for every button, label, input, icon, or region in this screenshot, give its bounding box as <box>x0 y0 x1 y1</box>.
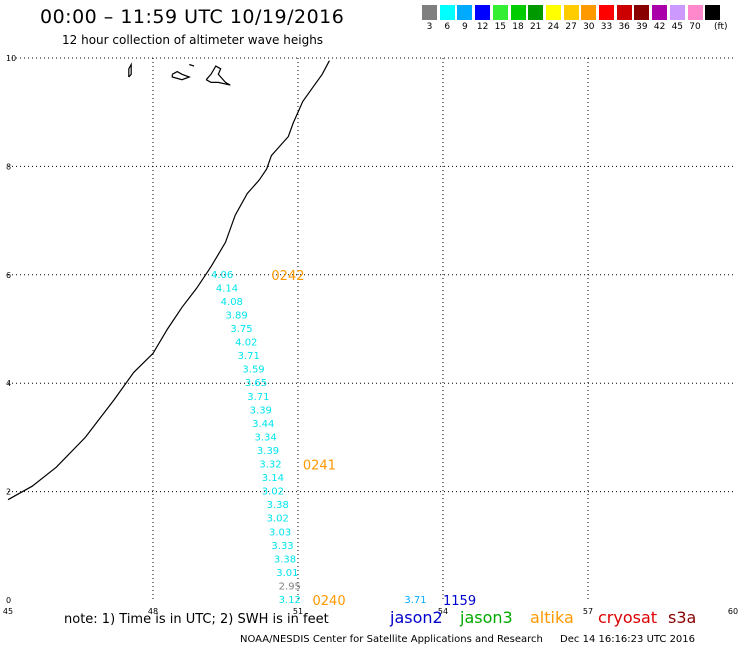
wave-height-reading: 2.95 <box>279 581 301 592</box>
wave-height-reading: 3.38 <box>274 554 296 565</box>
legend-label: 9 <box>462 22 468 32</box>
legend-swatch <box>652 5 668 20</box>
wave-height-reading: 3.02 <box>267 514 289 525</box>
coastline-layer <box>7 60 330 501</box>
legend-swatch <box>634 5 650 20</box>
wave-height-reading: 3.32 <box>259 460 281 471</box>
satellite-name-jason3: jason3 <box>460 608 513 627</box>
lat-tick-label: 2 <box>6 488 11 497</box>
wave-height-reading: 3.71 <box>247 392 269 403</box>
legend-label: 18 <box>512 22 524 32</box>
island-outline <box>205 65 231 86</box>
legend-swatch <box>563 5 579 20</box>
satellite-name-cryosat: cryosat <box>598 608 658 627</box>
lat-tick-label: 8 <box>6 162 11 171</box>
wave-height-reading: 3.39 <box>250 405 272 416</box>
footnote: note: 1) Time is in UTC; 2) SWH is in fe… <box>64 612 329 627</box>
legend-label: 36 <box>618 22 630 32</box>
satellite-name-jason2: jason2 <box>390 608 443 627</box>
legend-swatch <box>545 5 561 20</box>
credit-timestamp: Dec 14 16:16:23 UTC 2016 <box>560 634 696 645</box>
wave-height-reading: 3.75 <box>230 324 252 335</box>
wave-height-reading: 4.08 <box>221 297 243 308</box>
legend-swatch <box>422 5 437 20</box>
page-title: 00:00 – 11:59 UTC 10/19/2016 <box>40 6 345 28</box>
wave-height-reading: 3.71 <box>404 595 426 606</box>
legend-swatch <box>705 5 721 20</box>
legend-label: 70 <box>689 22 701 32</box>
wave-height-reading: 4.14 <box>216 283 238 294</box>
wave-height-reading: 3.03 <box>269 527 291 538</box>
credit-text: NOAA/NESDIS Center for Satellite Applica… <box>240 634 543 645</box>
legend-label: 27 <box>565 22 577 32</box>
legend-swatch <box>475 5 491 20</box>
wave-height-reading: 4.06 <box>211 270 233 281</box>
wave-height-reading: 3.65 <box>245 378 267 389</box>
legend-swatch <box>492 5 508 20</box>
legend-swatch <box>616 5 632 20</box>
legend-label: 12 <box>476 22 489 32</box>
legend-swatch <box>457 5 473 20</box>
wave-height-reading: 4.02 <box>235 338 257 349</box>
reading-label-layer: 4.06 4.14 4.08 3.89 3.75 4.02 3.71 3.59 3.65 3.71… <box>211 269 476 609</box>
legend-label: 33 <box>600 22 613 32</box>
legend-swatch <box>528 5 544 20</box>
page-subtitle: 12 hour collection of altimeter wave hei… <box>62 33 324 47</box>
island-outline <box>189 63 195 67</box>
wave-height-reading: 3.71 <box>238 351 260 362</box>
lon-tick-label: 60 <box>728 607 738 616</box>
lon-tick-label: 48 <box>148 607 158 616</box>
satellite-name-altika: altika <box>530 608 574 627</box>
legend-label: 15 <box>494 22 507 32</box>
lat-tick-label: 6 <box>6 271 11 280</box>
coastline <box>7 60 330 501</box>
legend-label: 30 <box>583 22 595 32</box>
lat-tick-label: 4 <box>6 379 11 388</box>
wave-height-reading: 3.59 <box>242 365 264 376</box>
legend-label: 3 <box>426 22 433 32</box>
lon-tick-label: 57 <box>583 607 593 616</box>
island-outline <box>128 62 132 78</box>
legend-swatch <box>439 5 455 20</box>
legend-label: 24 <box>547 22 560 32</box>
grid-layer: 45 48 51 54 57 60 0 2 4 6 8 10 <box>3 54 738 616</box>
wave-height-reading: 3.44 <box>252 419 274 430</box>
lon-tick-label: 45 <box>3 607 13 616</box>
wave-height-reading: 3.12 <box>279 595 301 606</box>
lat-tick-label: 0 <box>6 596 11 605</box>
wave-height-reading: 3.38 <box>267 500 289 511</box>
legend-unit-label: (ft) <box>714 22 728 32</box>
wave-height-reading: 3.14 <box>262 473 284 484</box>
satellite-name-s3a: s3a <box>668 608 697 627</box>
island-outline <box>171 70 192 81</box>
legend-swatch <box>510 5 526 20</box>
legend-label: 21 <box>529 22 542 32</box>
wave-height-reading: 3.34 <box>255 432 277 443</box>
credit-line: NOAA/NESDIS Center for Satellite Applica… <box>240 634 695 645</box>
legend-swatch <box>581 5 597 20</box>
wave-height-reading: 3.33 <box>271 541 293 552</box>
legend-label: 45 <box>671 22 684 32</box>
lon-tick-label: 54 <box>438 607 448 616</box>
legend-label: 39 <box>636 22 648 32</box>
pass-time-label: 0242 <box>271 269 304 284</box>
lat-tick-label: 10 <box>6 54 16 63</box>
wave-height-reading: 3.89 <box>226 310 248 321</box>
lon-tick-label: 51 <box>293 607 303 616</box>
legend-swatch <box>669 5 685 20</box>
pass-time-label: 1159 <box>443 594 476 609</box>
pass-time-label: 0240 <box>313 594 346 609</box>
wave-height-reading: 3.02 <box>262 487 284 498</box>
wave-height-reading: 3.01 <box>276 568 298 579</box>
legend-label: 6 <box>444 22 451 32</box>
pass-time-label: 0241 <box>303 459 336 474</box>
wave-height-reading: 3.39 <box>257 446 279 457</box>
legend-swatch <box>687 5 703 20</box>
legend-swatch <box>599 5 614 20</box>
legend-label: 42 <box>653 22 666 32</box>
